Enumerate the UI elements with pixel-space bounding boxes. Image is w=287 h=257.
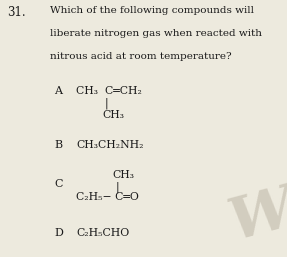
Text: 31.: 31. [7,6,26,20]
Text: C: C [55,179,63,189]
Text: C₂H₅CHO: C₂H₅CHO [76,228,129,237]
Text: |: | [104,97,108,108]
Text: liberate nitrogen gas when reacted with: liberate nitrogen gas when reacted with [50,29,262,38]
Text: CH₃: CH₃ [102,110,124,120]
Text: nitrous acid at room temperature?: nitrous acid at room temperature? [50,52,232,61]
Text: CH₃: CH₃ [112,170,134,180]
Text: A: A [55,86,63,96]
Text: W: W [222,180,287,252]
Text: B: B [55,140,63,150]
Text: Which of the following compounds will: Which of the following compounds will [50,6,254,15]
Text: D: D [55,228,63,237]
Text: |: | [116,181,120,192]
Text: C₂H₅− C═O: C₂H₅− C═O [76,192,139,202]
Text: CH₃CH₂NH₂: CH₃CH₂NH₂ [76,140,144,150]
Text: CH₃  C═CH₂: CH₃ C═CH₂ [76,86,142,96]
